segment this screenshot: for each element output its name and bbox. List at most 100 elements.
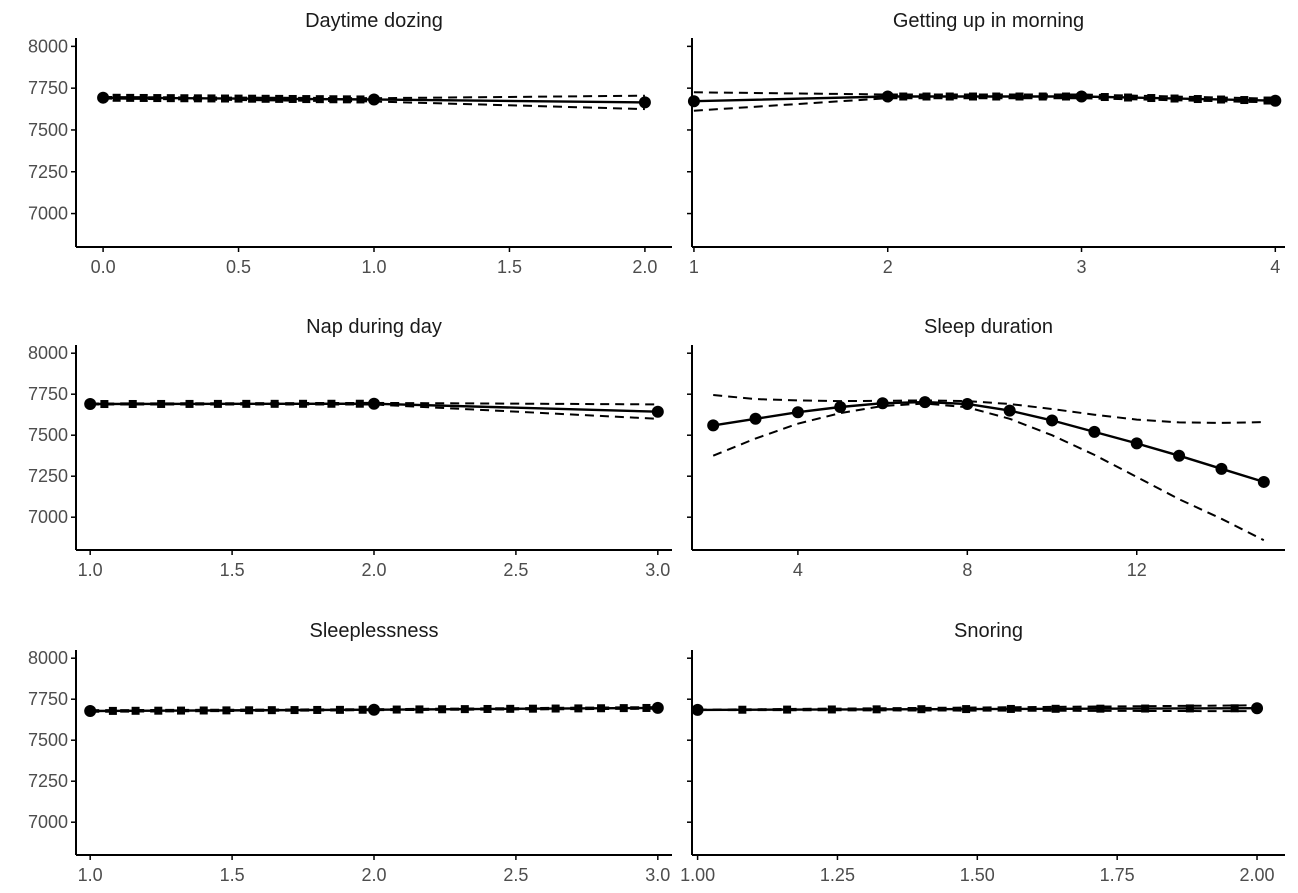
fit-tile: [1141, 704, 1150, 713]
data-point: [1215, 462, 1228, 475]
panel-1: Daytime dozing 7000 7250 7500 7750 8000 0.0 0.5…: [28, 10, 672, 277]
fit-tile: [242, 399, 251, 408]
fit-tile: [1185, 704, 1194, 713]
fit-tile: [157, 399, 166, 408]
x-tick-label: 1.25: [820, 865, 855, 885]
x-tick-label: 1.00: [680, 865, 715, 885]
y-tick-label: 8000: [28, 343, 68, 363]
fit-tile: [483, 704, 492, 713]
data-point: [1251, 702, 1264, 715]
y-tick-label: 7750: [28, 78, 68, 98]
fit-tile: [392, 705, 401, 714]
panel-title: Daytime dozing: [305, 10, 443, 32]
fit-tile: [415, 705, 424, 714]
fit-tile: [899, 92, 908, 101]
y-tick-label: 7000: [28, 812, 68, 832]
fit-tile: [313, 705, 322, 714]
panel-title: Sleeplessness: [310, 620, 439, 642]
fit-tile: [139, 93, 148, 102]
x-tick-label: 12: [1127, 560, 1147, 580]
panel-6: Snoring 1.00 1.25 1.50 1.75 2.00: [680, 620, 1285, 885]
fit-tile: [1096, 704, 1105, 713]
fit-tile: [153, 94, 162, 103]
fit-tile: [327, 399, 336, 408]
fit-tile: [642, 703, 651, 712]
fit-tile: [945, 92, 954, 101]
x-tick-label: 2.0: [361, 865, 386, 885]
fit-tile: [1263, 96, 1272, 105]
data-point: [876, 397, 889, 410]
fit-tile: [917, 705, 926, 714]
x-tick-label: 1.75: [1100, 865, 1135, 885]
x-tick-label: 1.0: [78, 865, 103, 885]
x-tick-label: 3.0: [645, 865, 670, 885]
fit-tile: [528, 704, 537, 713]
fit-tile: [1240, 96, 1249, 105]
fit-tile: [968, 92, 977, 101]
fit-tile: [1062, 92, 1071, 101]
fit-tile: [207, 94, 216, 103]
fit-line: [697, 707, 1258, 712]
fit-tile: [248, 94, 257, 103]
fit-tile: [222, 706, 231, 715]
fit-tile: [234, 94, 243, 103]
fit-tile: [267, 706, 276, 715]
data-point: [961, 398, 974, 411]
panel-title: Sleep duration: [924, 316, 1053, 338]
fit-tile: [302, 95, 311, 104]
x-tick-label: 2.0: [361, 560, 386, 580]
fit-tile: [1100, 93, 1109, 102]
fit-tile: [221, 94, 229, 103]
panel-3: Nap during day 7000 7250 7500 7750 8000 1.0 1.5…: [28, 316, 672, 580]
fit-tile: [128, 399, 137, 408]
data-point: [1269, 94, 1282, 107]
fit-tile: [1193, 95, 1202, 104]
fit-tile: [108, 706, 117, 715]
fit-tile: [356, 95, 365, 104]
fit-tile: [1217, 95, 1226, 104]
fit-tile: [1124, 93, 1133, 102]
x-tick-label: 1.5: [220, 865, 245, 885]
x-tick-label: 1.5: [497, 257, 522, 277]
fit-tile: [126, 93, 135, 102]
fit-tile: [193, 94, 202, 103]
x-tick-label: 0.5: [226, 257, 251, 277]
fit-tile: [1015, 92, 1024, 101]
fit-tile: [166, 94, 175, 103]
y-tick-label: 8000: [28, 648, 68, 668]
y-tick-label: 7250: [28, 162, 68, 182]
fit-tile: [335, 705, 344, 714]
fit-tile: [1170, 94, 1179, 103]
y-tick-label: 7500: [28, 730, 68, 750]
fit-tile: [1051, 704, 1060, 713]
fit-tile: [460, 705, 469, 714]
fit-tile: [1230, 704, 1239, 713]
data-point: [834, 400, 847, 413]
y-tick-label: 7000: [28, 204, 68, 224]
fit-tile: [199, 706, 208, 715]
fit-tile: [506, 704, 515, 713]
data-point: [651, 405, 664, 418]
fit-tile: [315, 95, 324, 104]
fit-tile: [738, 705, 747, 714]
data-point: [687, 95, 700, 108]
fit-tile: [574, 704, 583, 713]
x-tick-label: 1.5: [220, 560, 245, 580]
x-tick-label: 1.0: [361, 257, 386, 277]
data-point: [97, 91, 110, 104]
x-tick-label: 1: [689, 257, 699, 277]
fit-tile: [245, 706, 254, 715]
fit-tile: [288, 94, 297, 103]
data-point: [791, 406, 804, 419]
fit-tile: [872, 705, 881, 714]
fit-tile: [100, 400, 109, 409]
y-tick-label: 7500: [28, 120, 68, 140]
data-point: [368, 397, 380, 410]
fit-tile: [342, 95, 351, 104]
ci-upper-line: [713, 394, 1264, 424]
fit-tile: [177, 706, 186, 715]
data-point: [1075, 90, 1088, 103]
data-point: [881, 90, 894, 103]
x-tick-label: 0.0: [91, 257, 116, 277]
